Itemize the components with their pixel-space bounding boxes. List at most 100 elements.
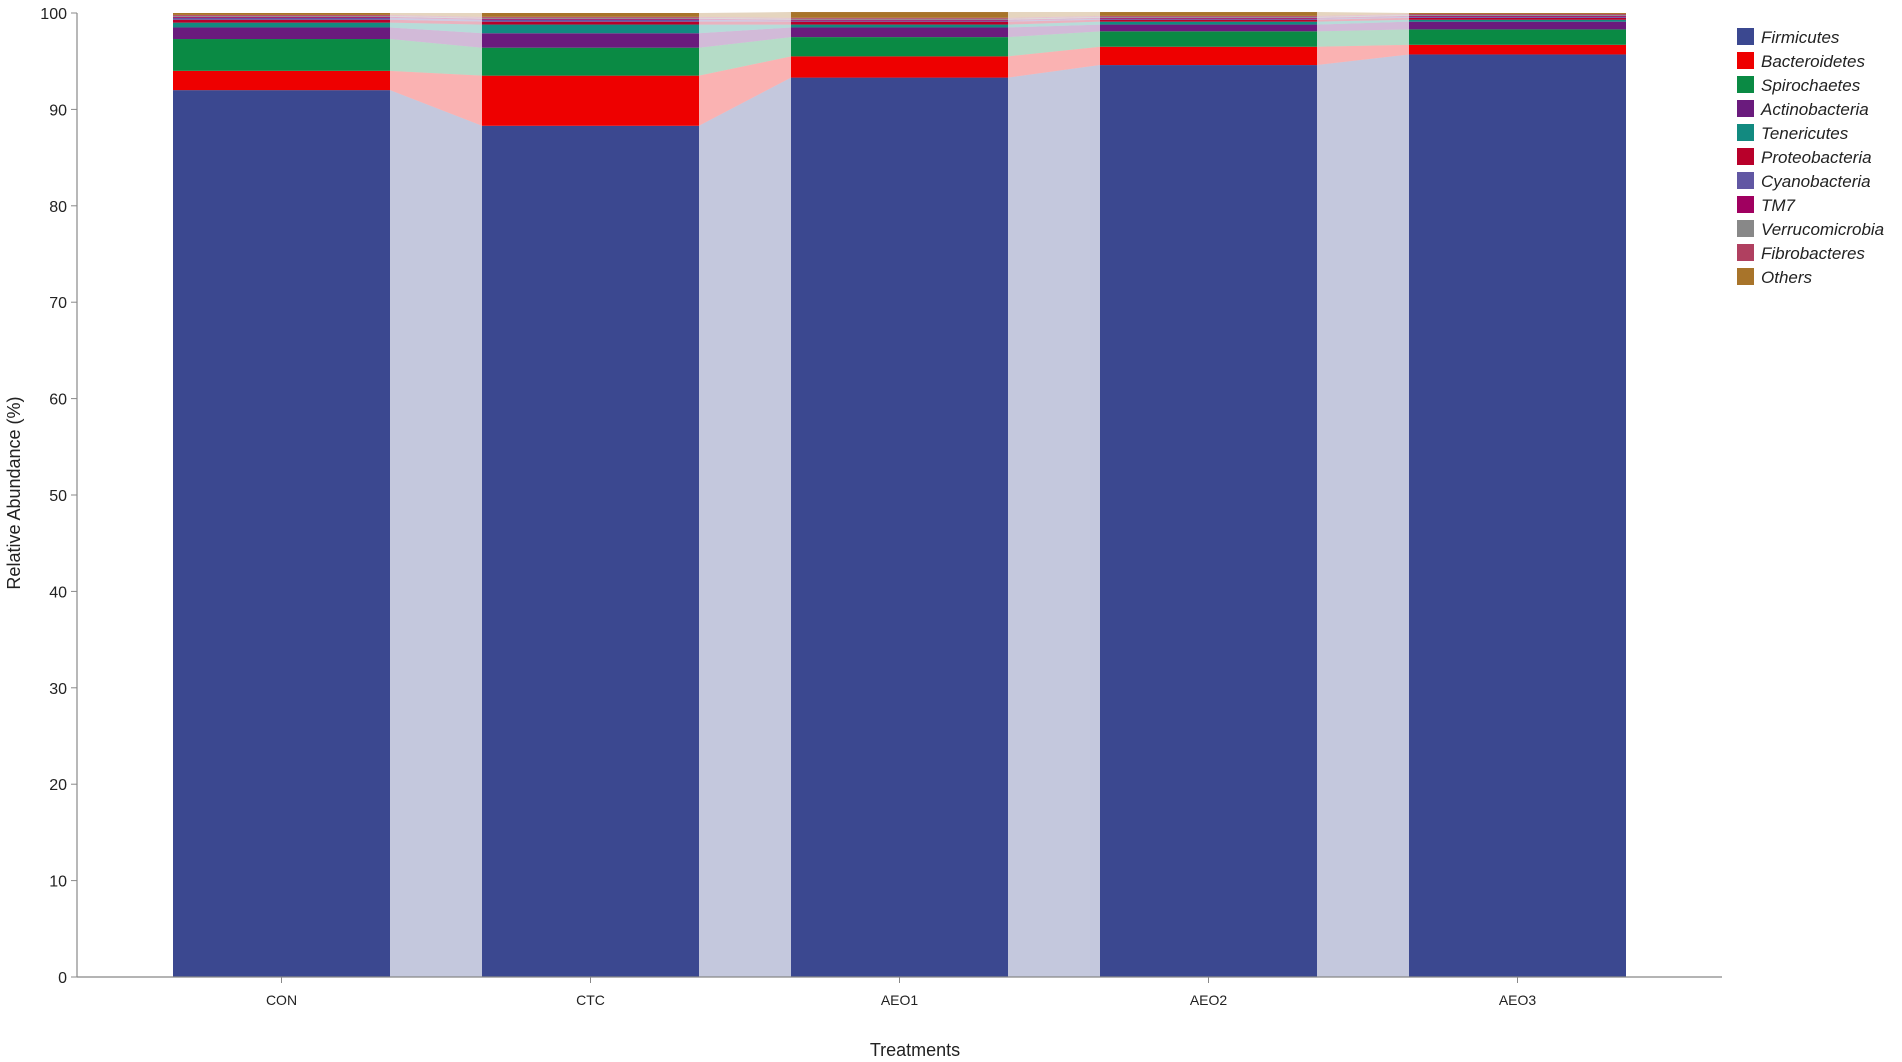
bar-segment-aeo1-firmicutes	[791, 77, 1008, 977]
bar-segment-con-firmicutes	[173, 90, 390, 978]
connector-proteobacteria-0	[390, 19, 482, 25]
connector-bacteroidetes-1	[699, 56, 791, 126]
y-tick-label-30: 30	[49, 681, 67, 698]
y-tick-label-40: 40	[49, 584, 67, 601]
connector-tm7-0	[390, 16, 482, 20]
connector-others-2	[1008, 12, 1100, 18]
bar-segment-con-proteobacteria	[173, 19, 390, 23]
legend-label-fibrobacteres: Fibrobacteres	[1761, 244, 1865, 263]
legend-label-others: Others	[1761, 268, 1813, 287]
y-tick-label-10: 10	[49, 874, 67, 891]
x-tick-label-ctc: CTC	[576, 992, 605, 1008]
bar-segment-aeo2-fibrobacteres	[1100, 15, 1317, 17]
bar-segment-aeo1-actinobacteria	[791, 27, 1008, 38]
bar-segment-ctc-tenericutes	[482, 24, 699, 34]
bar-segment-con-tm7	[173, 16, 390, 18]
legend-swatch-tm7	[1737, 196, 1754, 213]
bar-segment-aeo3-tenericutes	[1409, 19, 1626, 22]
legend-swatch-actinobacteria	[1737, 100, 1754, 117]
connector-actinobacteria-3	[1317, 21, 1409, 32]
connector-tm7-2	[1008, 17, 1100, 21]
bar-segment-con-cyanobacteria	[173, 17, 390, 20]
connector-actinobacteria-0	[390, 27, 482, 48]
legend-swatch-proteobacteria	[1737, 148, 1754, 165]
connector-fibrobacteres-0	[390, 14, 482, 18]
connector-proteobacteria-2	[1008, 19, 1100, 25]
bar-segment-aeo3-cyanobacteria	[1409, 16, 1626, 18]
bar-segment-aeo1-fibrobacteres	[791, 17, 1008, 19]
bar-segment-aeo1-bacteroidetes	[791, 56, 1008, 78]
bar-segment-aeo2-verrucomicrobia	[1100, 16, 1317, 18]
bar-segment-aeo3-fibrobacteres	[1409, 13, 1626, 15]
x-tick-label-aeo2: AEO2	[1190, 992, 1228, 1008]
bar-segment-aeo1-tenericutes	[791, 24, 1008, 28]
legend-swatch-cyanobacteria	[1737, 172, 1754, 189]
x-tick-label-con: CON	[266, 992, 297, 1008]
bar-segment-con-bacteroidetes	[173, 70, 390, 91]
bar-segment-con-verrucomicrobia	[173, 15, 390, 17]
connector-others-0	[390, 13, 482, 17]
x-axis-title: Treatments	[870, 1040, 960, 1060]
connector-spirochaetes-3	[1317, 29, 1409, 47]
axes: 0 10 20 30 40 50 60 70 80 90 100 CON CTC AEO1 AEO2 AEO3	[40, 6, 1722, 1008]
y-tick-label-50: 50	[49, 488, 67, 505]
legend-label-tm7: TM7	[1761, 196, 1796, 215]
bar-segment-aeo3-spirochaetes	[1409, 29, 1626, 45]
bar-segment-aeo2-proteobacteria	[1100, 19, 1317, 22]
bar-segment-aeo1-tm7	[791, 19, 1008, 21]
legend: Firmicutes Bacteroidetes Spirochaetes Actin…	[1737, 28, 1884, 287]
connector-proteobacteria-1	[699, 21, 791, 25]
connector-bacteroidetes-0	[390, 70, 482, 126]
bar-segment-ctc-others	[482, 13, 699, 17]
x-tick-label-aeo1: AEO1	[881, 992, 919, 1008]
bar-segment-aeo3-actinobacteria	[1409, 21, 1626, 30]
legend-swatch-verrucomicrobia	[1737, 220, 1754, 237]
bar-segment-aeo1-verrucomicrobia	[791, 18, 1008, 20]
connector-tenericutes-1	[699, 24, 791, 34]
bar-segment-aeo2-firmicutes	[1100, 65, 1317, 977]
connector-verrucomicrobia-2	[1008, 16, 1100, 20]
bar-segment-ctc-verrucomicrobia	[482, 17, 699, 19]
connector-tenericutes-2	[1008, 21, 1100, 28]
connector-others-3	[1317, 12, 1409, 16]
connector-fibrobacteres-3	[1317, 13, 1409, 17]
legend-label-actinobacteria: Actinobacteria	[1760, 100, 1869, 119]
connector-spirochaetes-0	[390, 39, 482, 76]
bar-segment-ctc-cyanobacteria	[482, 19, 699, 22]
connector-spirochaetes-1	[699, 37, 791, 76]
y-tick-label-0: 0	[58, 970, 67, 987]
connector-cyanobacteria-0	[390, 17, 482, 22]
connector-cyanobacteria-3	[1317, 16, 1409, 20]
connector-cyanobacteria-2	[1008, 18, 1100, 22]
bar-segment-aeo2-spirochaetes	[1100, 31, 1317, 47]
legend-label-verrucomicrobia: Verrucomicrobia	[1761, 220, 1884, 239]
bar-segment-aeo2-actinobacteria	[1100, 24, 1317, 32]
legend-label-spirochaetes: Spirochaetes	[1761, 76, 1861, 95]
y-tick-label-100: 100	[40, 6, 67, 23]
bar-segment-aeo2-cyanobacteria	[1100, 18, 1317, 20]
bar-segment-ctc-spirochaetes	[482, 47, 699, 76]
connector-firmicutes-2	[1008, 65, 1100, 977]
legend-label-cyanobacteria: Cyanobacteria	[1761, 172, 1871, 191]
bar-segment-aeo2-others	[1100, 12, 1317, 16]
bar-segment-aeo1-spirochaetes	[791, 37, 1008, 57]
connector-tenericutes-3	[1317, 19, 1409, 25]
bar-segment-ctc-bacteroidetes	[482, 75, 699, 126]
y-tick-label-90: 90	[49, 102, 67, 119]
y-axis-title: Relative Abundance (%)	[4, 396, 24, 589]
bar-segment-con-actinobacteria	[173, 27, 390, 40]
bar-segment-con-spirochaetes	[173, 39, 390, 71]
bar-segment-ctc-firmicutes	[482, 125, 699, 977]
bar-segment-aeo3-firmicutes	[1409, 54, 1626, 977]
connector-bacteroidetes-2	[1008, 46, 1100, 78]
legend-swatch-others	[1737, 268, 1754, 285]
bar-segment-aeo2-bacteroidetes	[1100, 46, 1317, 66]
legend-label-firmicutes: Firmicutes	[1761, 28, 1840, 47]
bar-segment-aeo3-tm7	[1409, 15, 1626, 17]
bar-segment-ctc-tm7	[482, 18, 699, 20]
y-tick-label-60: 60	[49, 392, 67, 409]
bar-segment-con-tenericutes	[173, 22, 390, 28]
legend-swatch-tenericutes	[1737, 124, 1754, 141]
bar-segment-aeo3-proteobacteria	[1409, 17, 1626, 20]
